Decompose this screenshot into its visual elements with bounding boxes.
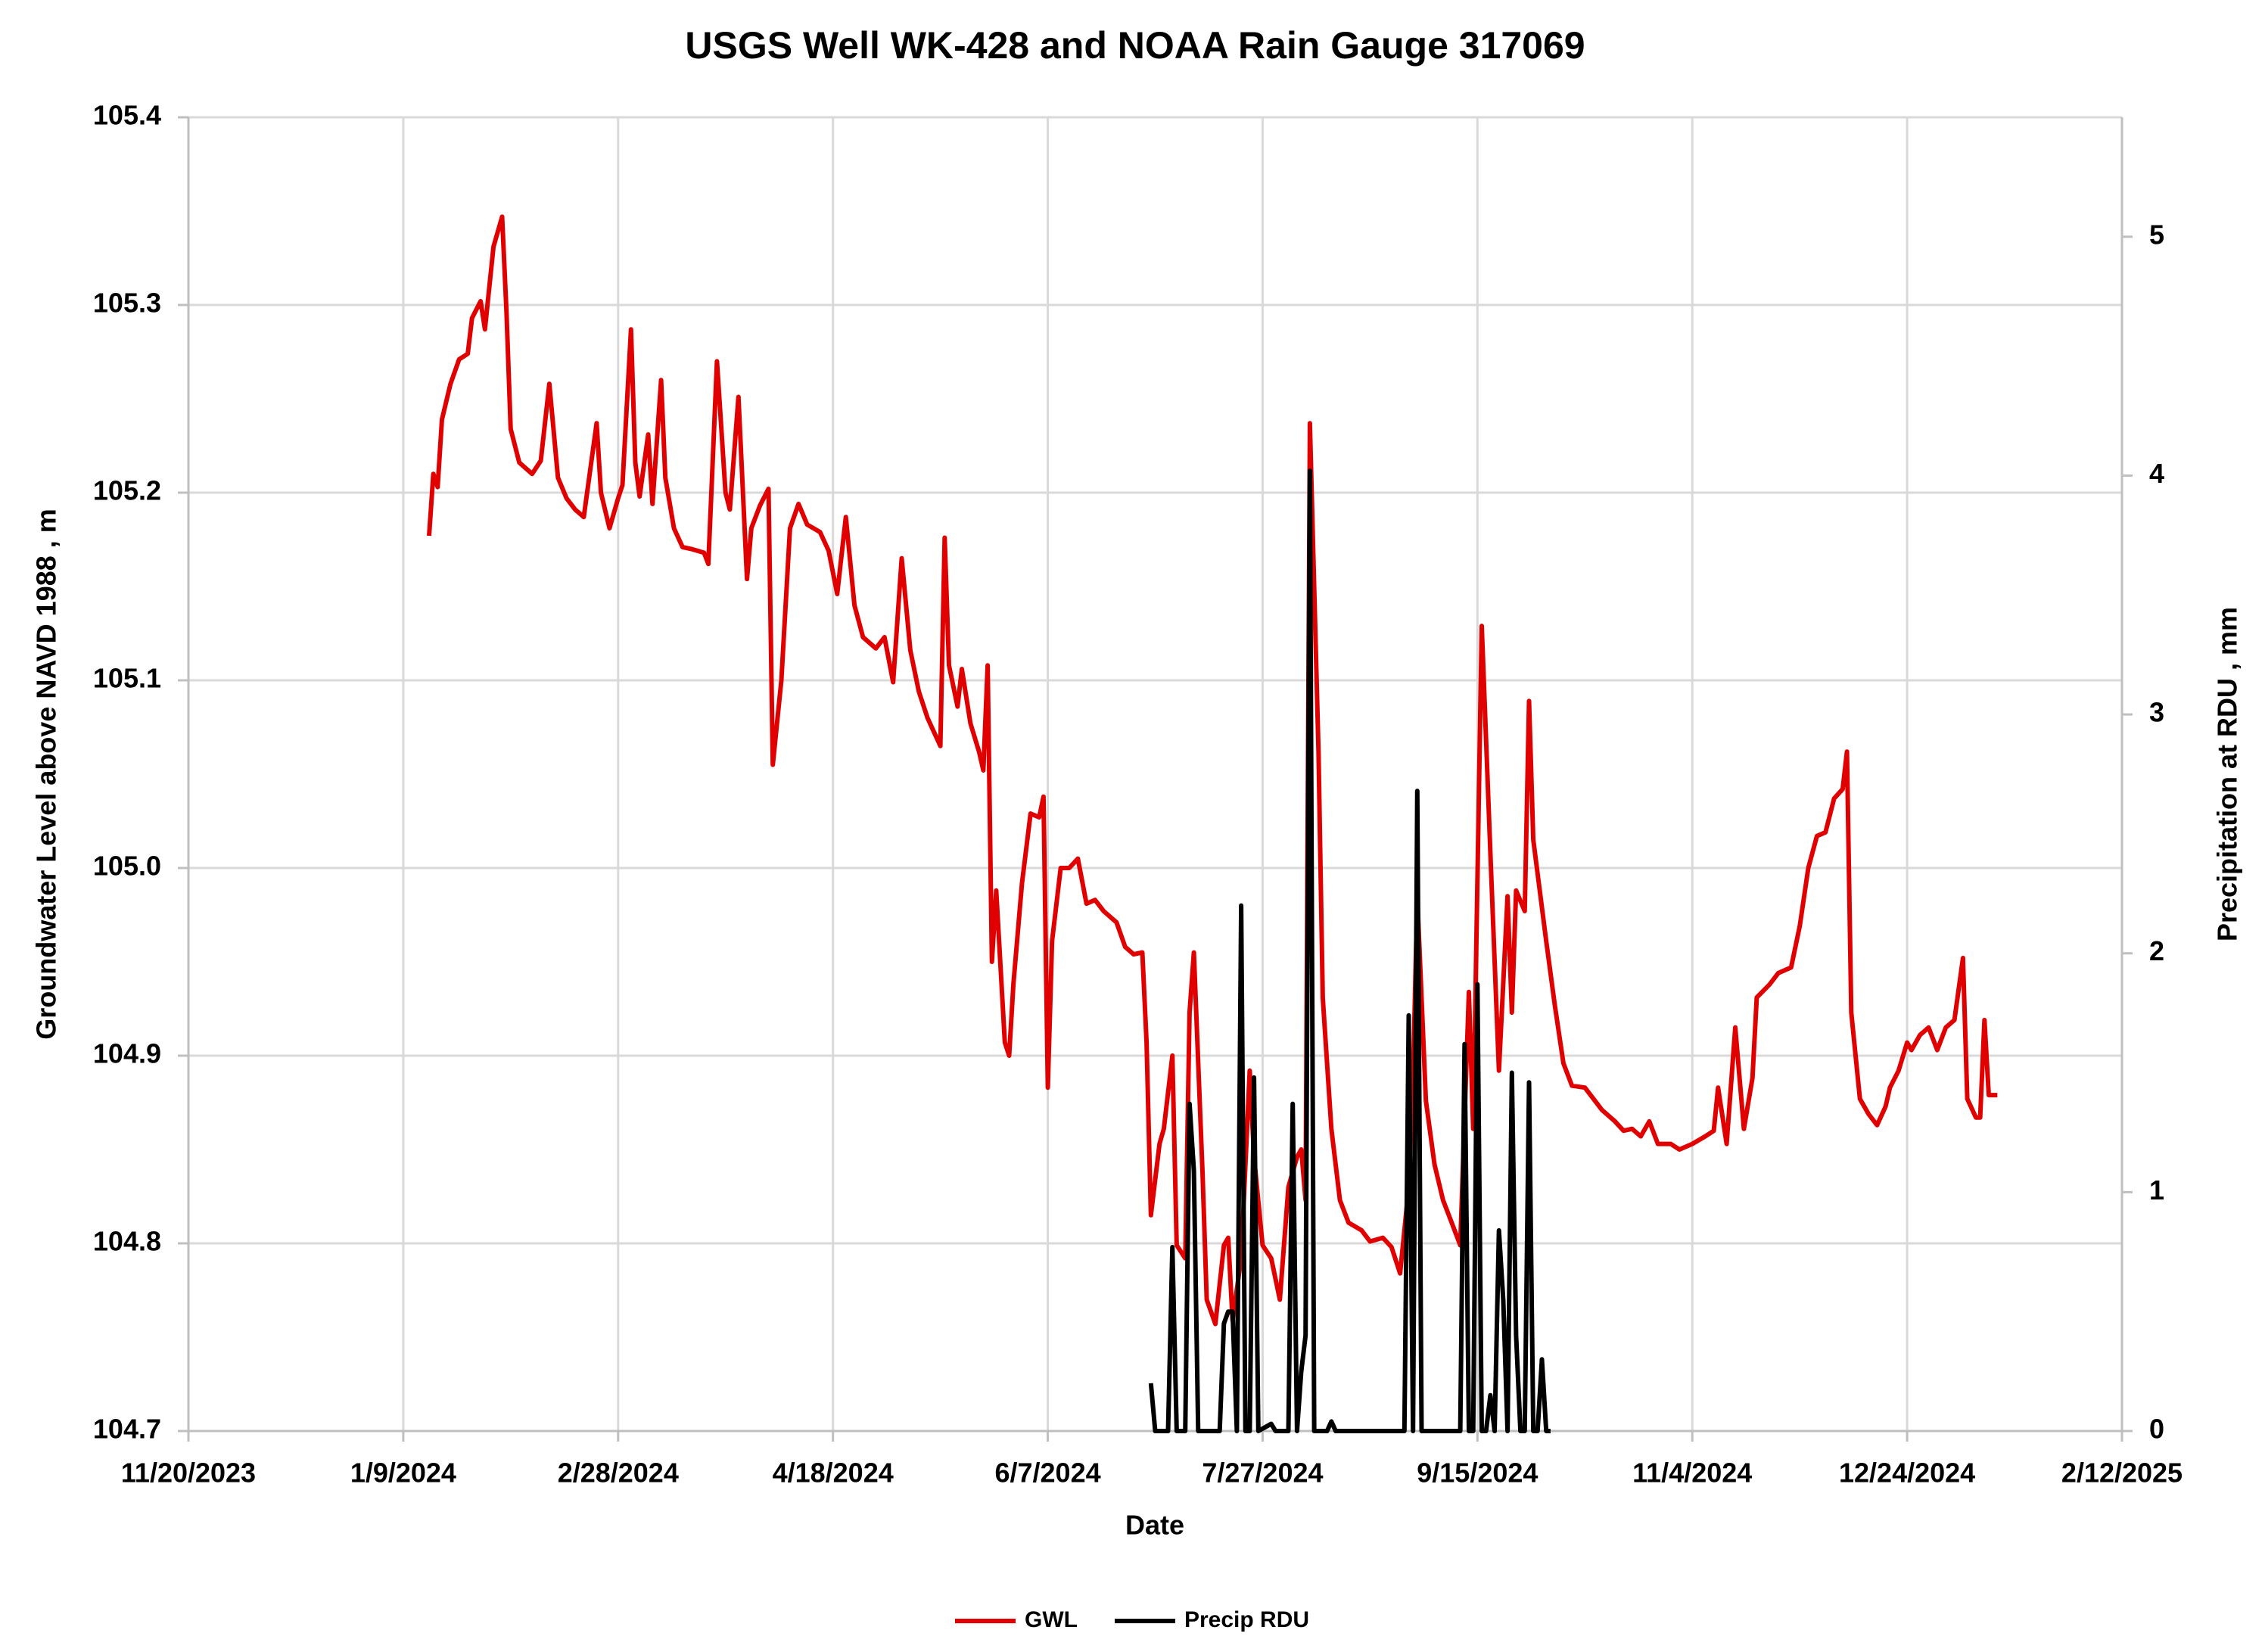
y-tick-label: 104.9 — [93, 1038, 161, 1069]
x-tick-label: 12/24/2024 — [1839, 1458, 1975, 1489]
y-tick-label: 105.4 — [93, 100, 161, 131]
x-tick-label: 1/9/2024 — [350, 1458, 456, 1489]
y2-tick-label: 3 — [2149, 697, 2164, 728]
y2-axis-title: Precipitation at RDU , mm — [2212, 607, 2243, 941]
y2-tick-label: 2 — [2149, 935, 2164, 966]
data-line — [1148, 468, 1551, 1433]
y2-tick-label: 0 — [2149, 1414, 2164, 1445]
legend-label: GWL — [1025, 1607, 1078, 1632]
x-tick-label: 11/20/2023 — [121, 1458, 256, 1489]
legend-label: Precip RDU — [1184, 1607, 1309, 1632]
x-tick-label: 2/28/2024 — [558, 1458, 679, 1489]
chart-title: USGS Well WK-428 and NOAA Rain Gauge 317… — [685, 24, 1585, 67]
y-tick-label: 105.0 — [93, 851, 161, 882]
x-tick-label: 7/27/2024 — [1202, 1458, 1323, 1489]
x-tick-label: 4/18/2024 — [773, 1458, 894, 1489]
y-tick-label: 104.7 — [93, 1414, 161, 1445]
y-axis-title: Groundwater Level above NAVD 1988 , m — [31, 509, 62, 1040]
data-line — [427, 214, 1998, 1327]
x-tick-label: 2/12/2025 — [2061, 1458, 2183, 1489]
y-tick-label: 105.1 — [93, 663, 161, 694]
y2-tick-label: 5 — [2149, 219, 2164, 250]
x-tick-label: 6/7/2024 — [994, 1458, 1100, 1489]
y-tick-label: 104.8 — [93, 1226, 161, 1257]
y-tick-label: 105.3 — [93, 288, 161, 319]
y-tick-label: 105.2 — [93, 475, 161, 506]
x-axis-title: Date — [1125, 1510, 1184, 1541]
x-tick-label: 11/4/2024 — [1632, 1458, 1752, 1489]
x-tick-label: 9/15/2024 — [1417, 1458, 1538, 1489]
y2-tick-label: 4 — [2149, 458, 2164, 489]
y2-tick-label: 1 — [2149, 1174, 2164, 1206]
